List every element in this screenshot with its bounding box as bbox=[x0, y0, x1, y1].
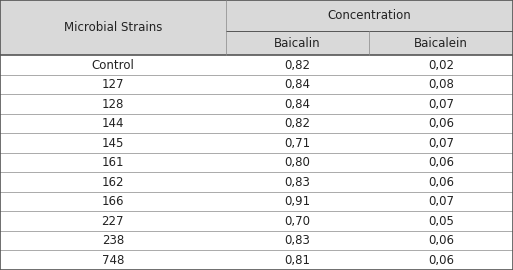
Text: 0,82: 0,82 bbox=[285, 117, 310, 130]
Text: 144: 144 bbox=[102, 117, 124, 130]
Bar bbox=[0, 0, 226, 55]
Text: 227: 227 bbox=[102, 215, 124, 228]
Text: 0,83: 0,83 bbox=[285, 234, 310, 247]
Text: 128: 128 bbox=[102, 98, 124, 111]
Text: 0,07: 0,07 bbox=[428, 98, 454, 111]
Text: Microbial Strains: Microbial Strains bbox=[64, 21, 162, 34]
Text: 0,06: 0,06 bbox=[428, 254, 454, 267]
Text: 0,06: 0,06 bbox=[428, 117, 454, 130]
Text: 0,70: 0,70 bbox=[285, 215, 310, 228]
Text: 0,06: 0,06 bbox=[428, 176, 454, 189]
Text: 0,02: 0,02 bbox=[428, 59, 454, 72]
Text: 0,07: 0,07 bbox=[428, 137, 454, 150]
Text: 0,05: 0,05 bbox=[428, 215, 454, 228]
Text: Control: Control bbox=[91, 59, 134, 72]
Text: 0,71: 0,71 bbox=[285, 137, 310, 150]
Text: Concentration: Concentration bbox=[327, 9, 411, 22]
Text: Baicalin: Baicalin bbox=[274, 37, 321, 50]
Text: 166: 166 bbox=[102, 195, 124, 208]
Text: 145: 145 bbox=[102, 137, 124, 150]
Text: 0,07: 0,07 bbox=[428, 195, 454, 208]
Text: 0,80: 0,80 bbox=[285, 156, 310, 169]
Text: 162: 162 bbox=[102, 176, 124, 189]
Text: 161: 161 bbox=[102, 156, 124, 169]
Text: 0,91: 0,91 bbox=[285, 195, 310, 208]
Text: 0,81: 0,81 bbox=[285, 254, 310, 267]
Bar bbox=[226, 0, 513, 31]
Text: 0,06: 0,06 bbox=[428, 156, 454, 169]
Text: 0,06: 0,06 bbox=[428, 234, 454, 247]
Text: Baicalein: Baicalein bbox=[414, 37, 468, 50]
Text: 127: 127 bbox=[102, 78, 124, 91]
Text: 0,84: 0,84 bbox=[285, 98, 310, 111]
Text: 238: 238 bbox=[102, 234, 124, 247]
Text: 748: 748 bbox=[102, 254, 124, 267]
Text: 0,83: 0,83 bbox=[285, 176, 310, 189]
Text: 0,82: 0,82 bbox=[285, 59, 310, 72]
Text: 0,84: 0,84 bbox=[285, 78, 310, 91]
Text: 0,08: 0,08 bbox=[428, 78, 454, 91]
Bar bbox=[226, 31, 513, 55]
